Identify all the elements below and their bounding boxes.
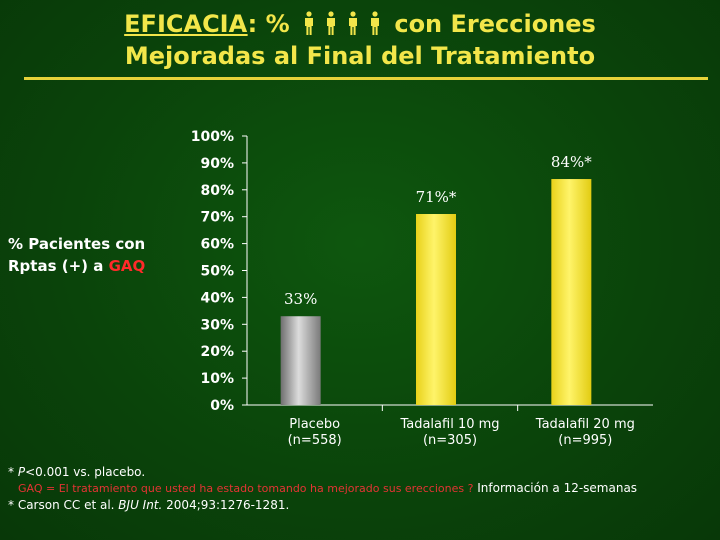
- y-axis-title-line-2: Rptas (+) a GAQ: [8, 255, 145, 277]
- title-part1-rest: : %: [247, 10, 290, 38]
- man-figure-icon: [304, 11, 313, 35]
- footnote-1: * P<0.001 vs. placebo.: [8, 465, 146, 479]
- footnote-duration: Información a 12-semanas: [473, 481, 638, 495]
- title-line-2: Mejoradas al Final del Tratamiento: [124, 42, 596, 70]
- y-tick-label: 20%: [200, 344, 234, 360]
- y-tick-label: 30%: [200, 317, 234, 333]
- bar-data-label: 71%*: [416, 188, 457, 206]
- y-tick-label: 90%: [200, 156, 234, 172]
- footnote-p-italic: P: [17, 465, 26, 479]
- man-figure-icon: [370, 11, 379, 35]
- bar: [551, 179, 592, 405]
- y-axis-title-prefix: Rptas (+) a: [8, 257, 109, 275]
- man-figure-icon-group: [298, 10, 386, 38]
- footnote-3: * Carson CC et al. BJU Int. 2004;93:1276…: [8, 498, 290, 512]
- x-category-label: (n=305): [423, 433, 477, 448]
- footnote-2: GAQ = El tratamiento que usted ha estado…: [8, 480, 637, 497]
- man-figure-icon: [326, 11, 335, 35]
- y-axis-title: % Pacientes con Rptas (+) a GAQ: [8, 233, 145, 277]
- footnotes: * P<0.001 vs. placebo. GAQ = El tratamie…: [8, 464, 637, 513]
- y-tick-label: 60%: [200, 237, 234, 253]
- x-category-label: Placebo: [289, 417, 340, 432]
- y-tick-label: 0%: [210, 398, 234, 414]
- x-category-label: Tadalafil 10 mg: [399, 417, 499, 432]
- x-category-label: (n=558): [288, 433, 342, 448]
- bar: [280, 316, 321, 405]
- title-line-1: EFICACIA: % con Erecciones: [0, 8, 720, 40]
- title-keyword: EFICACIA: [124, 10, 248, 38]
- slide-title: EFICACIA: % con Erecciones Mejoradas al …: [0, 8, 720, 72]
- y-tick-label: 10%: [200, 371, 234, 387]
- journal-name: BJU Int.: [118, 498, 163, 512]
- bar: [416, 214, 456, 405]
- y-tick-label: 50%: [200, 264, 234, 280]
- y-axis-title-highlight: GAQ: [108, 257, 146, 275]
- bar-data-label: 84%*: [551, 153, 592, 171]
- y-tick-label: 100%: [191, 129, 234, 145]
- title-divider: [24, 77, 708, 80]
- y-axis-title-line-1: % Pacientes con: [8, 235, 146, 253]
- y-tick-label: 40%: [200, 290, 234, 306]
- title-part1-end: con Erecciones: [394, 10, 596, 38]
- bar-data-label: 33%: [284, 290, 317, 308]
- x-category-label: (n=995): [558, 433, 612, 448]
- man-figure-icon: [348, 11, 357, 35]
- gaq-definition: GAQ = El tratamiento que usted ha estado…: [18, 482, 474, 495]
- y-tick-label: 70%: [200, 210, 234, 226]
- x-category-label: Tadalafil 20 mg: [535, 417, 635, 432]
- y-tick-label: 80%: [200, 183, 234, 199]
